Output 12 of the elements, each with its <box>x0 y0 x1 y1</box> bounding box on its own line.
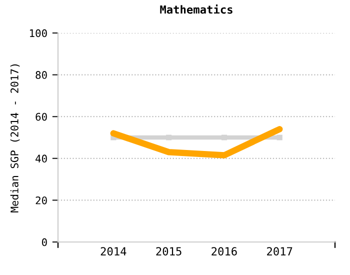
x-tick-label: 2015 <box>156 247 182 256</box>
y-tick-label: 60 <box>36 112 47 121</box>
y-tick-label: 100 <box>30 29 47 38</box>
y-tick-label: 20 <box>36 196 47 204</box>
x-tick-label: 2014 <box>100 247 126 256</box>
y-tick-label: 40 <box>36 154 47 163</box>
x-tick-label: 2017 <box>267 247 292 256</box>
x-tick-label: 2016 <box>212 247 237 256</box>
y-axis-title: Median SGP (2014 - 2017) <box>10 64 20 212</box>
y-tick-label: 80 <box>36 71 47 79</box>
chart-title: Mathematics <box>160 4 232 14</box>
y-tick-label: 0 <box>42 238 47 246</box>
